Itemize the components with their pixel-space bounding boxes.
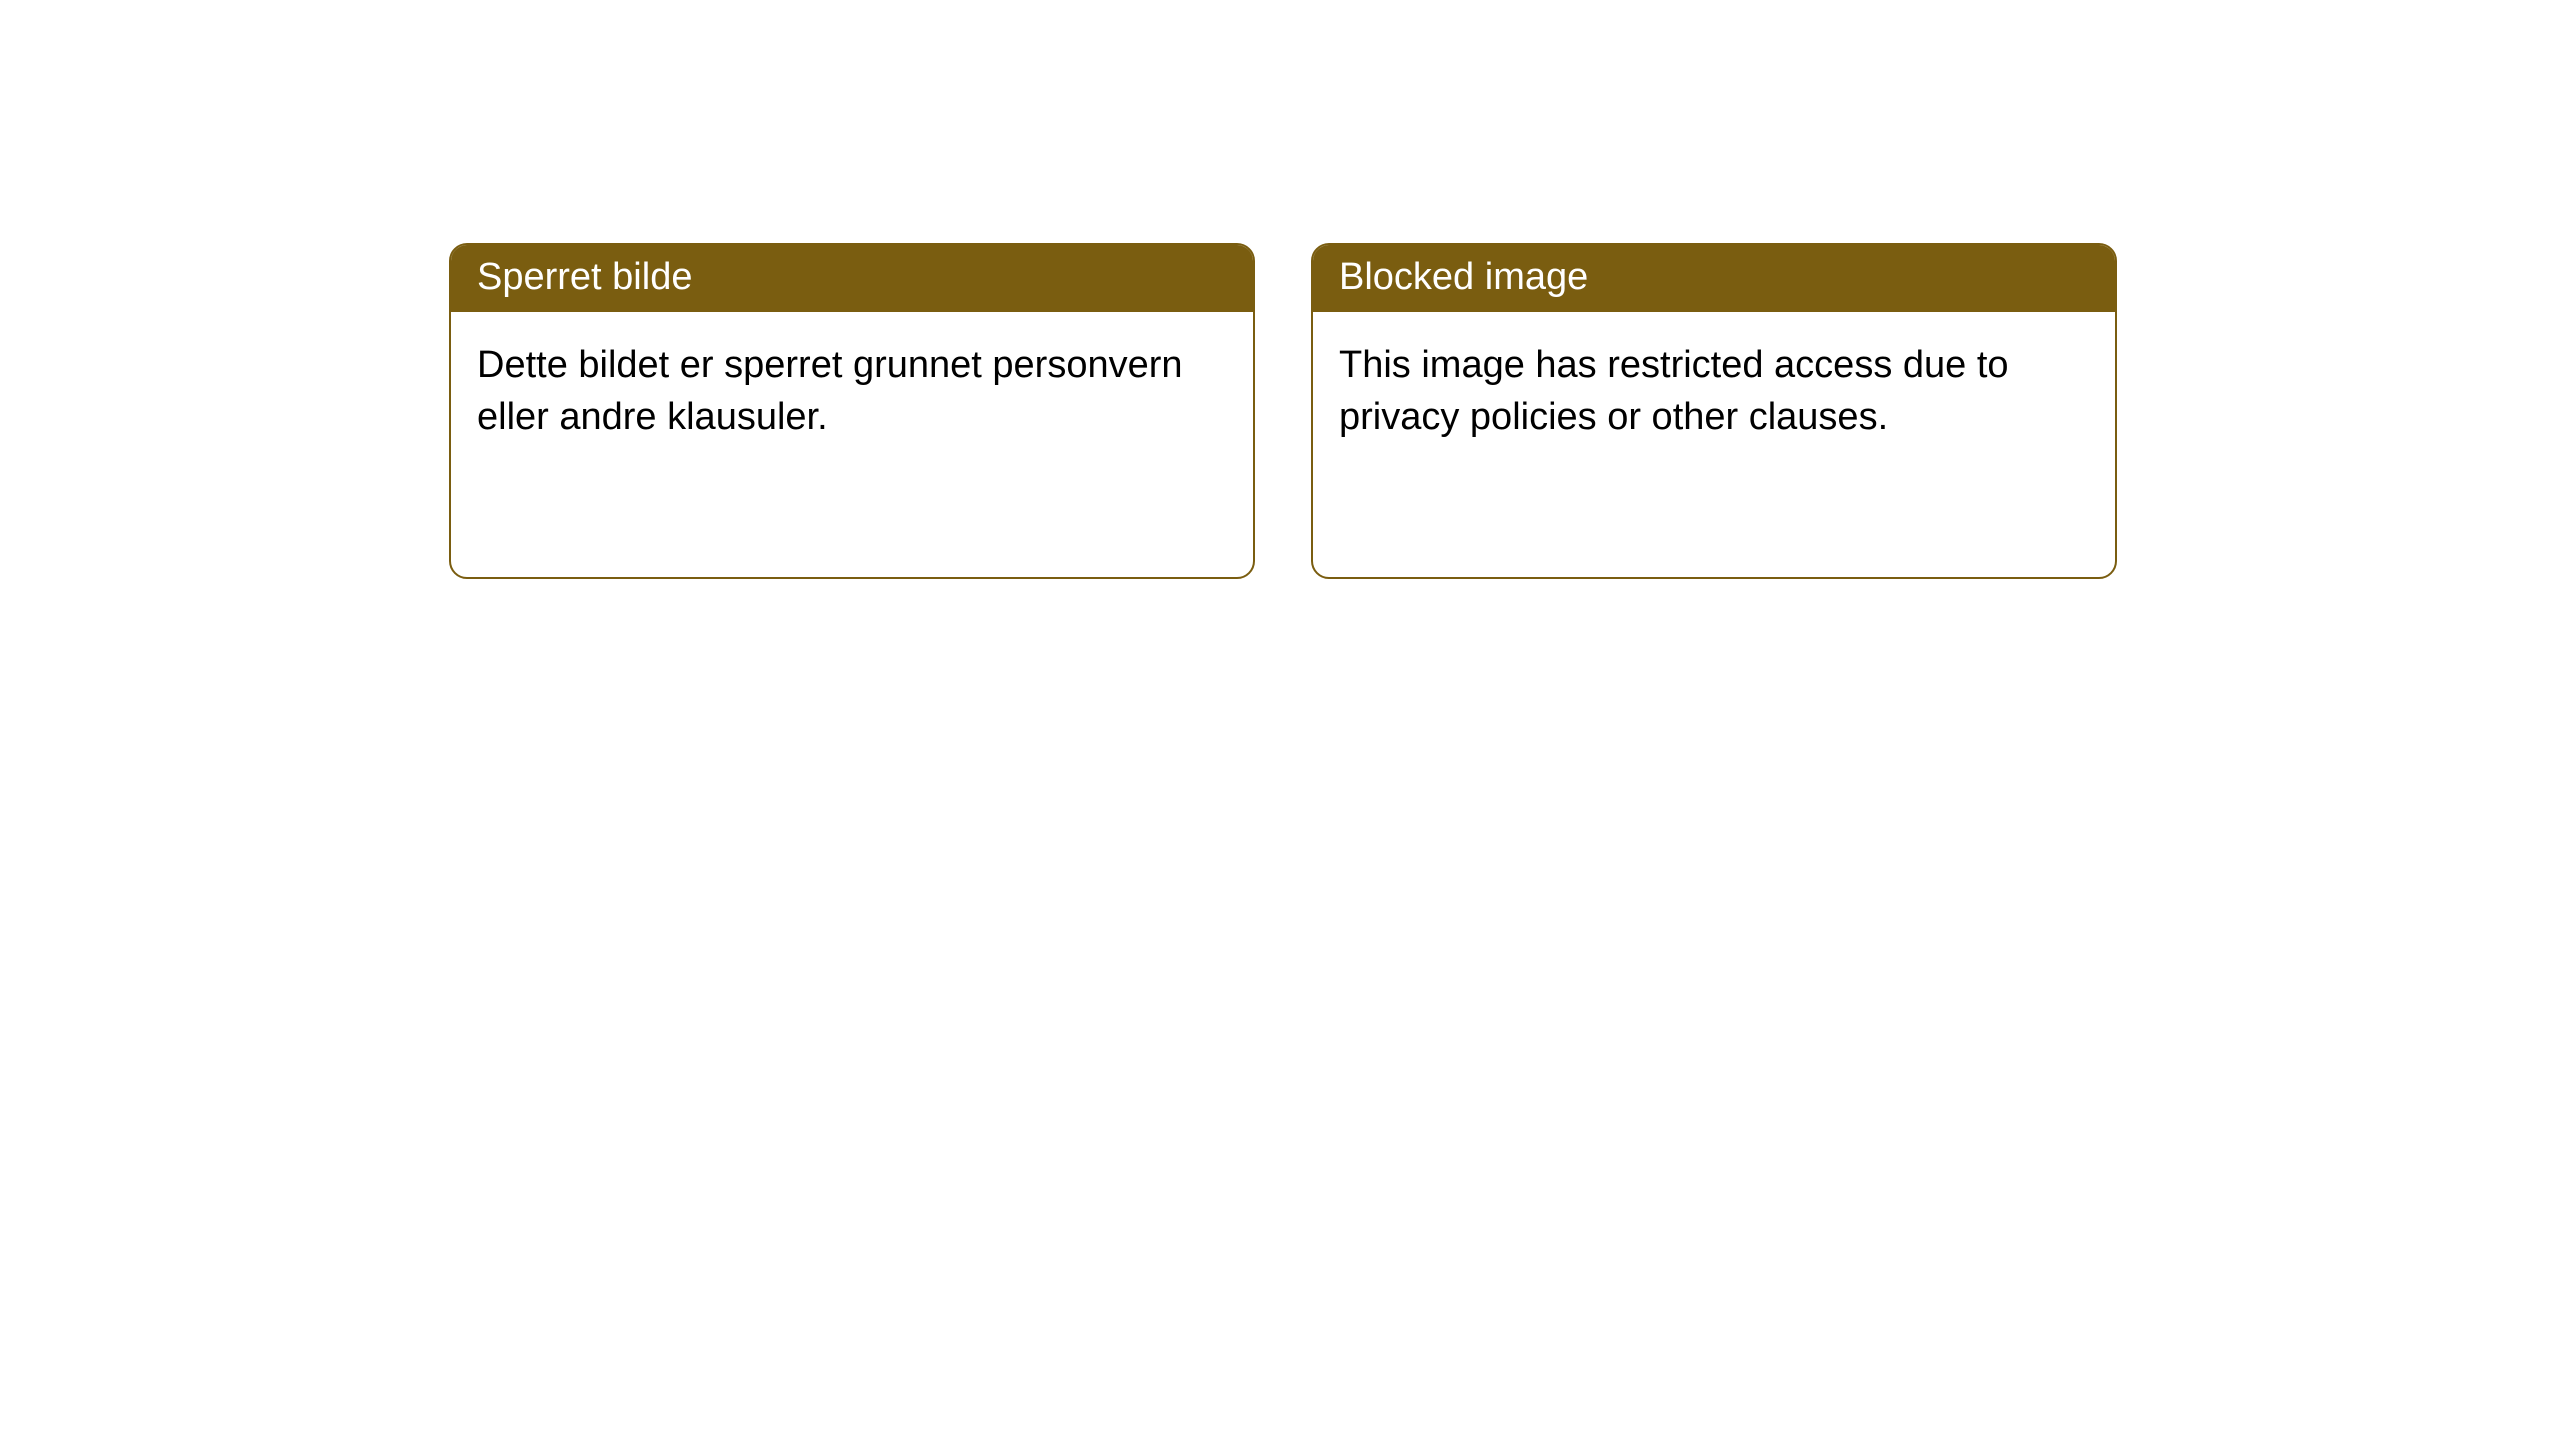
card-title: Sperret bilde xyxy=(477,256,692,298)
card-body-text: This image has restricted access due to … xyxy=(1339,344,2009,437)
card-header: Blocked image xyxy=(1313,245,2115,312)
card-title: Blocked image xyxy=(1339,256,1588,298)
card-body-text: Dette bildet er sperret grunnet personve… xyxy=(477,344,1183,437)
card-header: Sperret bilde xyxy=(451,245,1253,312)
blocked-image-card-no: Sperret bilde Dette bildet er sperret gr… xyxy=(449,243,1255,579)
notice-container: Sperret bilde Dette bildet er sperret gr… xyxy=(0,0,2560,579)
card-body: This image has restricted access due to … xyxy=(1313,312,2115,471)
card-body: Dette bildet er sperret grunnet personve… xyxy=(451,312,1253,471)
blocked-image-card-en: Blocked image This image has restricted … xyxy=(1311,243,2117,579)
